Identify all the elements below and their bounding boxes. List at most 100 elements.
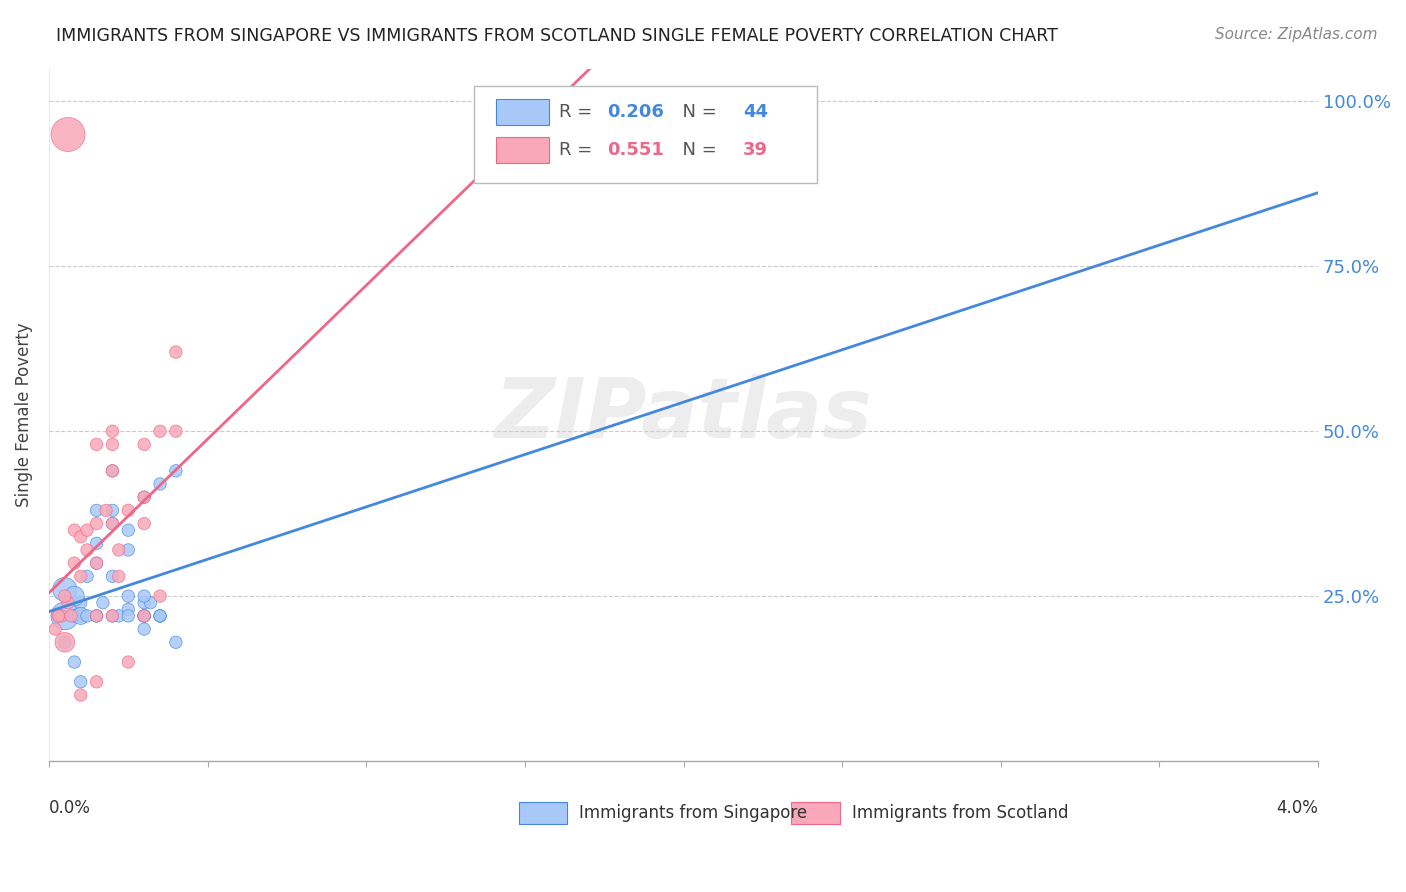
Point bbox=[101, 464, 124, 478]
Point bbox=[107, 569, 129, 583]
Point bbox=[117, 523, 139, 537]
Point bbox=[149, 424, 172, 438]
Point bbox=[134, 608, 156, 623]
Text: R =: R = bbox=[560, 103, 598, 121]
Point bbox=[149, 608, 172, 623]
Point bbox=[76, 608, 98, 623]
Text: ZIPatlas: ZIPatlas bbox=[495, 375, 873, 455]
Point bbox=[63, 589, 86, 603]
Point bbox=[149, 608, 172, 623]
Point bbox=[101, 569, 124, 583]
Point bbox=[101, 437, 124, 451]
Point bbox=[134, 516, 156, 531]
Point bbox=[63, 608, 86, 623]
FancyBboxPatch shape bbox=[519, 802, 567, 824]
Point bbox=[149, 608, 172, 623]
Point bbox=[86, 608, 108, 623]
Point bbox=[134, 608, 156, 623]
Point bbox=[165, 464, 187, 478]
Point bbox=[69, 688, 91, 702]
Point bbox=[56, 128, 79, 142]
Point bbox=[149, 477, 172, 491]
FancyBboxPatch shape bbox=[792, 802, 839, 824]
FancyBboxPatch shape bbox=[496, 99, 548, 125]
Point bbox=[134, 437, 156, 451]
Point bbox=[53, 635, 76, 649]
Text: 39: 39 bbox=[744, 141, 768, 160]
Point bbox=[86, 516, 108, 531]
Point bbox=[139, 596, 162, 610]
Point bbox=[63, 655, 86, 669]
Point bbox=[86, 556, 108, 570]
Point bbox=[63, 556, 86, 570]
Point bbox=[134, 622, 156, 636]
Point bbox=[86, 556, 108, 570]
Point bbox=[101, 516, 124, 531]
Point bbox=[53, 582, 76, 597]
Point bbox=[101, 608, 124, 623]
Text: R =: R = bbox=[560, 141, 598, 160]
Point bbox=[134, 608, 156, 623]
Point bbox=[101, 516, 124, 531]
Text: 44: 44 bbox=[744, 103, 768, 121]
Point bbox=[63, 523, 86, 537]
Text: IMMIGRANTS FROM SINGAPORE VS IMMIGRANTS FROM SCOTLAND SINGLE FEMALE POVERTY CORR: IMMIGRANTS FROM SINGAPORE VS IMMIGRANTS … bbox=[56, 27, 1059, 45]
FancyBboxPatch shape bbox=[474, 86, 817, 183]
Text: 0.206: 0.206 bbox=[607, 103, 664, 121]
Text: Immigrants from Scotland: Immigrants from Scotland bbox=[852, 804, 1069, 822]
Point bbox=[117, 655, 139, 669]
Point bbox=[101, 464, 124, 478]
Point bbox=[56, 596, 79, 610]
Point bbox=[76, 569, 98, 583]
Point bbox=[69, 608, 91, 623]
Point bbox=[51, 608, 73, 623]
Point bbox=[117, 602, 139, 616]
Text: Immigrants from Singapore: Immigrants from Singapore bbox=[579, 804, 807, 822]
Point bbox=[134, 490, 156, 504]
Point bbox=[76, 543, 98, 558]
Point bbox=[101, 608, 124, 623]
Point bbox=[134, 608, 156, 623]
Point bbox=[69, 608, 91, 623]
Point bbox=[86, 437, 108, 451]
Point bbox=[101, 424, 124, 438]
Text: 0.551: 0.551 bbox=[607, 141, 664, 160]
Point bbox=[165, 635, 187, 649]
Text: 0.0%: 0.0% bbox=[49, 799, 91, 817]
Point bbox=[60, 608, 83, 623]
Point bbox=[134, 490, 156, 504]
FancyBboxPatch shape bbox=[496, 137, 548, 163]
Point bbox=[165, 424, 187, 438]
Point bbox=[117, 608, 139, 623]
Point bbox=[117, 589, 139, 603]
Point bbox=[107, 543, 129, 558]
Y-axis label: Single Female Poverty: Single Female Poverty bbox=[15, 322, 32, 507]
Text: N =: N = bbox=[671, 141, 723, 160]
Point bbox=[165, 345, 187, 359]
Point bbox=[134, 596, 156, 610]
Point bbox=[53, 635, 76, 649]
Point bbox=[86, 536, 108, 550]
Point bbox=[117, 543, 139, 558]
Text: 4.0%: 4.0% bbox=[1277, 799, 1319, 817]
Point bbox=[76, 523, 98, 537]
Point bbox=[69, 530, 91, 544]
Point bbox=[44, 622, 66, 636]
Point bbox=[91, 596, 114, 610]
Point bbox=[101, 503, 124, 517]
Point bbox=[86, 608, 108, 623]
Point bbox=[53, 608, 76, 623]
Text: Source: ZipAtlas.com: Source: ZipAtlas.com bbox=[1215, 27, 1378, 42]
Point bbox=[48, 608, 70, 623]
Point bbox=[94, 503, 117, 517]
Point bbox=[48, 608, 70, 623]
Point bbox=[149, 589, 172, 603]
Point bbox=[69, 596, 91, 610]
Point bbox=[134, 608, 156, 623]
Point bbox=[86, 608, 108, 623]
Point bbox=[53, 589, 76, 603]
Point bbox=[107, 608, 129, 623]
Point bbox=[86, 674, 108, 689]
Point bbox=[86, 503, 108, 517]
Text: N =: N = bbox=[671, 103, 723, 121]
